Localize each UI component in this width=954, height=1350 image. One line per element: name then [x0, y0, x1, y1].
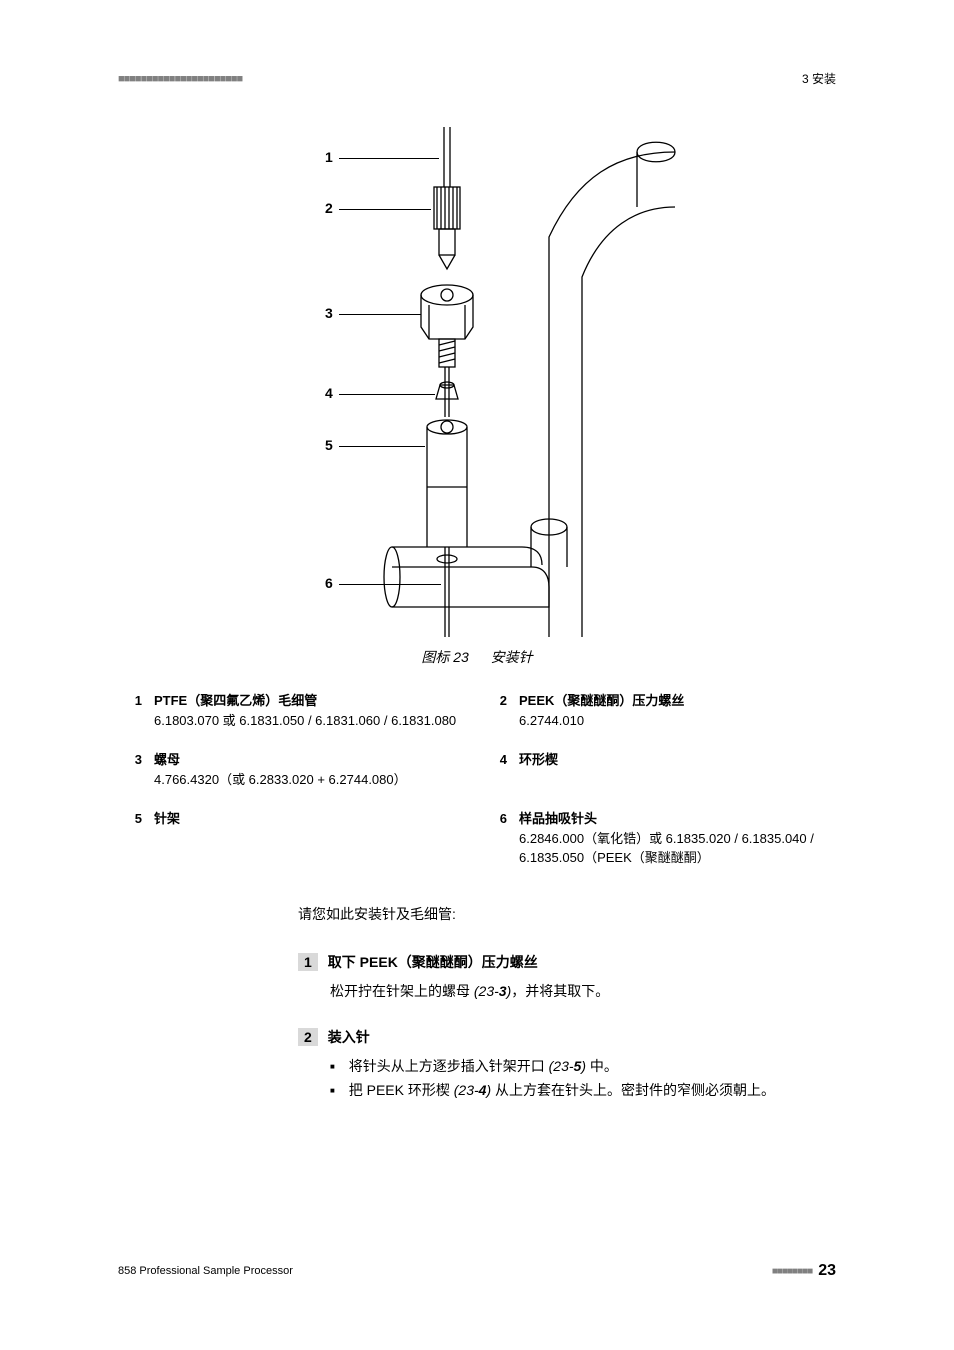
- callout-6-line: [339, 584, 441, 585]
- page-footer: 858 Professional Sample Processor ■■■■■■…: [118, 1262, 836, 1280]
- legend-num-3: 3: [118, 750, 142, 789]
- step-2-title: 装入针: [328, 1027, 370, 1047]
- callout-2: 2: [325, 200, 333, 216]
- legend-item-1: PTFE（聚四氟乙烯）毛细管 6.1803.070 或 6.1831.050 /…: [154, 691, 471, 730]
- callout-4: 4: [325, 385, 333, 401]
- step-1-num: 1: [298, 953, 318, 971]
- callout-5-line: [339, 446, 425, 447]
- legend-item-3: 螺母 4.766.4320（或 6.2833.020 + 6.2744.080）: [154, 750, 471, 789]
- footer-product: 858 Professional Sample Processor: [118, 1265, 293, 1277]
- figure-caption-num: 图标 23: [421, 649, 468, 665]
- step-1-body: 松开拧在针架上的螺母 (23-3)，并将其取下。: [330, 980, 836, 1004]
- callout-5: 5: [325, 437, 333, 453]
- footer-dashes: ■■■■■■■■: [772, 1266, 812, 1277]
- legend-item-2: PEEK（聚醚醚酮）压力螺丝 6.2744.010: [519, 691, 836, 730]
- legend-item-6: 样品抽吸针头 6.2846.000（氧化锆）或 6.1835.020 / 6.1…: [519, 809, 836, 868]
- callout-1: 1: [325, 149, 333, 165]
- callout-3: 3: [325, 305, 333, 321]
- legend-item-5: 针架: [154, 809, 471, 868]
- step-1-title: 取下 PEEK（聚醚醚酮）压力螺丝: [328, 952, 538, 972]
- step-1: 1 取下 PEEK（聚醚醚酮）压力螺丝 松开拧在针架上的螺母 (23-3)，并将…: [298, 952, 836, 1004]
- legend-num-5: 5: [118, 809, 142, 868]
- step-2: 2 装入针 将针头从上方逐步插入针架开口 (23-5) 中。 把 PEEK 环形…: [298, 1027, 836, 1103]
- callout-1-line: [339, 158, 439, 159]
- header-section-label: 3 安装: [802, 70, 836, 87]
- legend-num-2: 2: [483, 691, 507, 730]
- needle-assembly-svg: [277, 127, 677, 637]
- step-2-li-1: 将针头从上方逐步插入针架开口 (23-5) 中。: [330, 1055, 836, 1079]
- header-dashes: ■■■■■■■■■■■■■■■■■■■■■■: [118, 73, 242, 85]
- figure-diagram: 1 2 3 4 5 6: [277, 127, 677, 637]
- callout-2-line: [339, 209, 431, 210]
- footer-page-number: 23: [818, 1262, 836, 1280]
- legend-item-4: 环形楔: [519, 750, 836, 789]
- legend-num-1: 1: [118, 691, 142, 730]
- figure-caption-title: 安装针: [491, 649, 533, 665]
- step-2-list: 将针头从上方逐步插入针架开口 (23-5) 中。 把 PEEK 环形楔 (23-…: [330, 1055, 836, 1103]
- callout-3-line: [339, 314, 421, 315]
- legend-num-4: 4: [483, 750, 507, 789]
- step-2-li-2: 把 PEEK 环形楔 (23-4) 从上方套在针头上。密封件的窄侧必须朝上。: [330, 1079, 836, 1103]
- step-2-num: 2: [298, 1028, 318, 1046]
- intro-text: 请您如此安装针及毛细管:: [298, 904, 836, 924]
- legend-num-6: 6: [483, 809, 507, 868]
- callout-4-line: [339, 394, 435, 395]
- figure-legend: 1 PTFE（聚四氟乙烯）毛细管 6.1803.070 或 6.1831.050…: [118, 691, 836, 868]
- figure-caption: 图标 23 安装针: [118, 647, 836, 667]
- page-header: ■■■■■■■■■■■■■■■■■■■■■■ 3 安装: [118, 70, 836, 87]
- callout-6: 6: [325, 575, 333, 591]
